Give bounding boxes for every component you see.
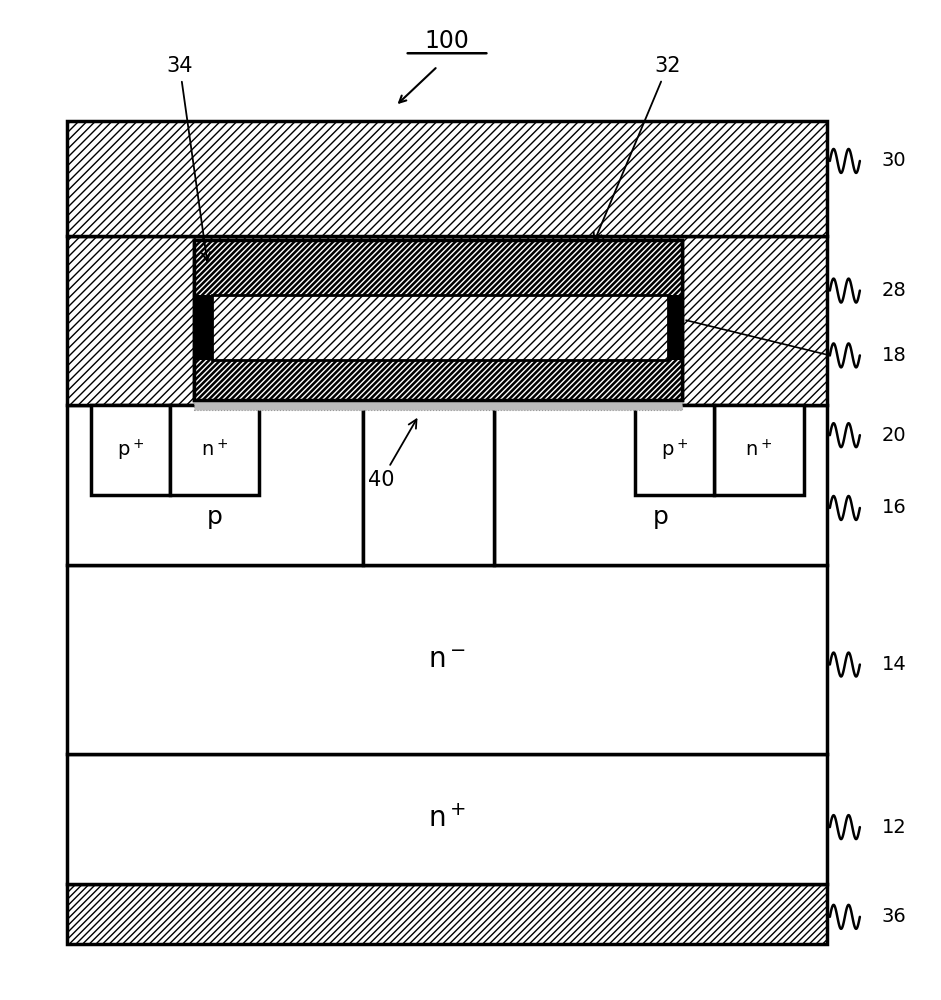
Text: n$^+$: n$^+$ bbox=[745, 439, 773, 461]
Bar bbox=[714, 405, 804, 495]
Text: 28: 28 bbox=[882, 281, 906, 300]
Text: 40: 40 bbox=[368, 419, 417, 490]
Bar bbox=[213, 295, 668, 360]
Text: n$^-$: n$^-$ bbox=[428, 646, 466, 674]
Bar bbox=[213, 295, 668, 360]
Text: 100: 100 bbox=[424, 29, 470, 53]
Text: p: p bbox=[207, 505, 223, 529]
Text: 34: 34 bbox=[167, 56, 210, 261]
Bar bbox=[170, 405, 260, 495]
Text: n$^+$: n$^+$ bbox=[428, 805, 466, 833]
Bar bbox=[67, 121, 827, 236]
Text: 32: 32 bbox=[594, 56, 680, 241]
Bar bbox=[194, 360, 681, 400]
Text: 36: 36 bbox=[882, 907, 906, 926]
Bar bbox=[634, 405, 714, 495]
Bar bbox=[67, 236, 827, 405]
Bar bbox=[194, 240, 681, 295]
Text: 18: 18 bbox=[882, 346, 906, 365]
Bar bbox=[67, 754, 827, 884]
Text: p: p bbox=[652, 505, 668, 529]
Text: 20: 20 bbox=[882, 426, 906, 445]
Text: n$^+$: n$^+$ bbox=[201, 439, 229, 461]
Bar bbox=[194, 240, 681, 400]
Text: 30: 30 bbox=[882, 151, 906, 170]
Bar bbox=[194, 240, 681, 400]
Text: p$^+$: p$^+$ bbox=[661, 437, 688, 463]
Text: p$^+$: p$^+$ bbox=[117, 437, 144, 463]
Text: 16: 16 bbox=[882, 498, 906, 517]
Text: 12: 12 bbox=[882, 818, 906, 837]
Bar bbox=[67, 884, 827, 944]
Bar bbox=[90, 405, 170, 495]
Bar bbox=[67, 565, 827, 754]
Text: 14: 14 bbox=[882, 655, 906, 674]
Bar bbox=[494, 405, 827, 565]
Bar bbox=[362, 405, 494, 565]
Bar bbox=[194, 240, 681, 295]
Bar bbox=[194, 400, 681, 410]
Bar bbox=[67, 405, 362, 565]
